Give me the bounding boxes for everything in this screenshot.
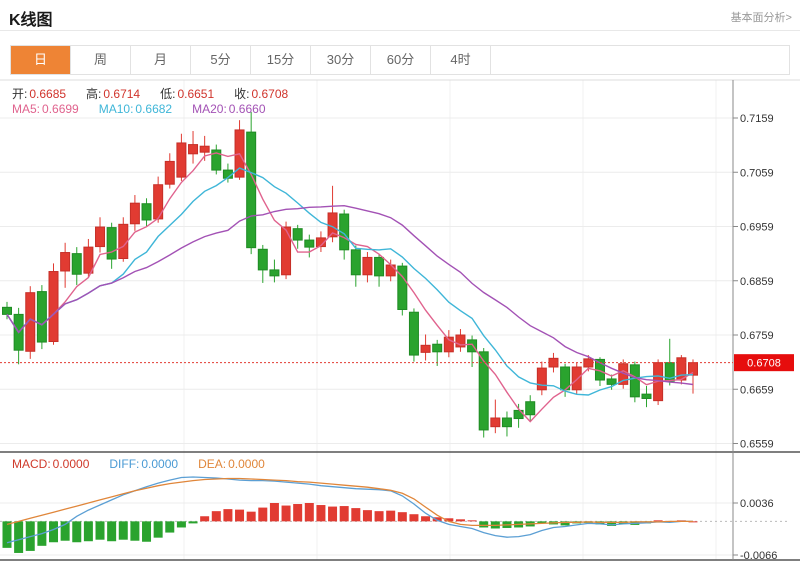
legend-value: 0.6714 bbox=[103, 87, 141, 101]
legend-label: 开: bbox=[12, 87, 28, 101]
legend-value: 0.6708 bbox=[251, 87, 289, 101]
legend-value: 0.0000 bbox=[228, 457, 265, 471]
legend-label: MA10: bbox=[98, 102, 134, 116]
chart-svg[interactable]: 0.7159 0.7059 0.6959 0.6859 0.6759 0.6659 0.65… bbox=[0, 78, 800, 567]
svg-text:0.6659: 0.6659 bbox=[740, 384, 774, 396]
legend-value: 0.6682 bbox=[135, 102, 173, 116]
svg-text:0.6959: 0.6959 bbox=[740, 222, 774, 234]
svg-text:0.7059: 0.7059 bbox=[740, 167, 774, 179]
tab-period-1[interactable]: 周 bbox=[71, 46, 131, 74]
legend-label: MACD: bbox=[12, 457, 51, 471]
legend-label: 低: bbox=[160, 87, 176, 101]
legend-value: 0.6660 bbox=[228, 102, 266, 116]
legend-value: 0.0000 bbox=[52, 457, 90, 471]
svg-text:0.6859: 0.6859 bbox=[740, 276, 774, 288]
svg-text:0.6559: 0.6559 bbox=[740, 439, 774, 451]
svg-text:0.0036: 0.0036 bbox=[740, 498, 774, 510]
title-bar: K线图 基本面分析> bbox=[0, 0, 800, 31]
tab-period-0[interactable]: 日 bbox=[11, 46, 71, 74]
ohlc-legend: 开: 0.6685 高: 0.6714 低: 0.6651 收: 0.6708 bbox=[12, 85, 308, 102]
legend-label: 收: bbox=[234, 87, 250, 101]
legend-label: MA5: bbox=[12, 102, 41, 116]
kline-chart[interactable]: 0.7159 0.7059 0.6959 0.6859 0.6759 0.6659 0.65… bbox=[0, 78, 800, 567]
tab-period-7[interactable]: 4时 bbox=[431, 46, 491, 74]
legend-value: 0.6651 bbox=[177, 87, 215, 101]
tab-period-4[interactable]: 15分 bbox=[251, 46, 311, 74]
svg-text:0.7159: 0.7159 bbox=[740, 113, 774, 125]
legend-value: 0.6699 bbox=[42, 102, 79, 116]
legend-value: 0.0000 bbox=[141, 457, 179, 471]
svg-text:0.6759: 0.6759 bbox=[740, 330, 774, 342]
legend-label: MA20: bbox=[192, 102, 227, 116]
macd-legend: MACD: 0.0000 DIFF: 0.0000 DEA: 0.0000 bbox=[12, 457, 285, 471]
legend-label: 高: bbox=[86, 87, 102, 101]
tab-period-3[interactable]: 5分 bbox=[191, 46, 251, 74]
period-tab-bar: 日周月 5分 15分 30分 60分 4时 bbox=[10, 45, 790, 75]
current-price-badge: 0.6708 bbox=[747, 358, 781, 370]
fundamental-analysis-link[interactable]: 基本面分析> bbox=[730, 12, 792, 24]
tab-period-2[interactable]: 月 bbox=[131, 46, 191, 74]
svg-text:-0.0066: -0.0066 bbox=[740, 550, 777, 562]
legend-label: DEA: bbox=[198, 457, 227, 471]
legend-value: 0.6685 bbox=[29, 87, 67, 101]
page-title: K线图 bbox=[9, 12, 53, 29]
ma-legend: MA5: 0.6699 MA10: 0.6682 MA20: 0.6660 bbox=[12, 102, 286, 116]
legend-label: DIFF: bbox=[109, 457, 140, 471]
tab-period-6[interactable]: 60分 bbox=[371, 46, 431, 74]
tab-period-5[interactable]: 30分 bbox=[311, 46, 371, 74]
